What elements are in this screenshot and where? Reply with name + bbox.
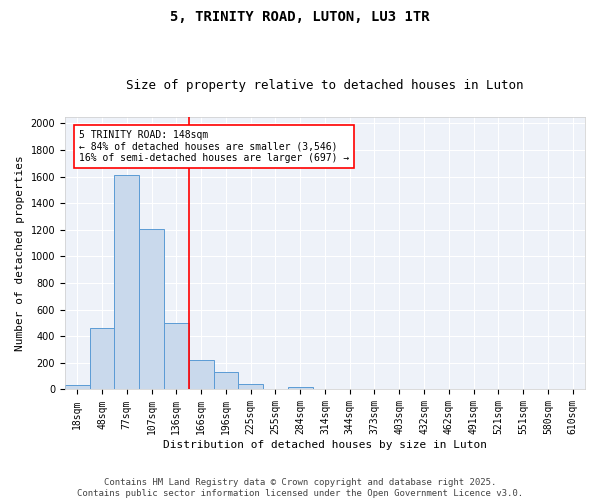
Bar: [214, 372, 238, 390]
Bar: [288, 387, 313, 390]
Bar: [164, 323, 189, 390]
Text: 5, TRINITY ROAD, LUTON, LU3 1TR: 5, TRINITY ROAD, LUTON, LU3 1TR: [170, 10, 430, 24]
Bar: [89, 328, 115, 390]
Bar: [189, 360, 214, 390]
Title: Size of property relative to detached houses in Luton: Size of property relative to detached ho…: [126, 79, 524, 92]
Bar: [115, 176, 139, 390]
Bar: [65, 386, 89, 390]
Text: Contains HM Land Registry data © Crown copyright and database right 2025.
Contai: Contains HM Land Registry data © Crown c…: [77, 478, 523, 498]
Bar: [139, 228, 164, 390]
Bar: [238, 384, 263, 390]
X-axis label: Distribution of detached houses by size in Luton: Distribution of detached houses by size …: [163, 440, 487, 450]
Y-axis label: Number of detached properties: Number of detached properties: [15, 155, 25, 351]
Text: 5 TRINITY ROAD: 148sqm
← 84% of detached houses are smaller (3,546)
16% of semi-: 5 TRINITY ROAD: 148sqm ← 84% of detached…: [79, 130, 349, 164]
